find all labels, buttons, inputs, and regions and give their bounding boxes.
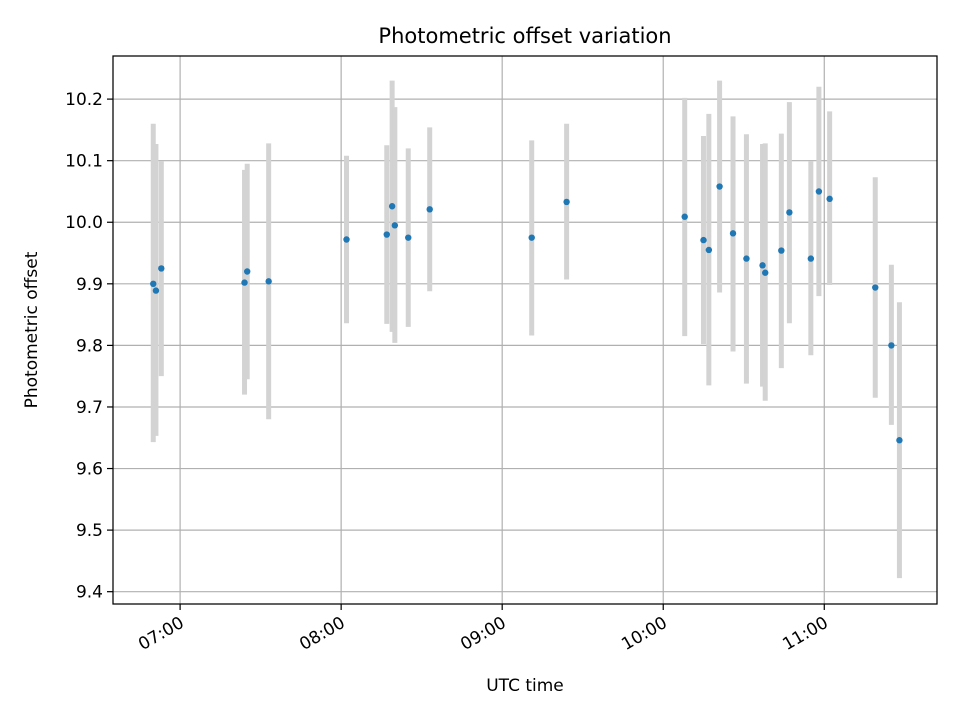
- data-point: [759, 262, 766, 269]
- data-point: [528, 234, 535, 241]
- data-point: [681, 213, 688, 220]
- data-point: [872, 284, 879, 291]
- y-tick-label: 9.6: [76, 460, 103, 480]
- data-point: [700, 236, 707, 244]
- data-point: [383, 231, 390, 238]
- data-point: [826, 195, 833, 203]
- data-point: [815, 188, 823, 195]
- data-point: [563, 198, 570, 206]
- y-axis-title: Photometric offset: [22, 251, 42, 408]
- y-tick-label: 9.5: [76, 521, 103, 541]
- grid: [113, 56, 937, 604]
- y-tick-label: 9.8: [76, 336, 103, 356]
- data-point: [343, 236, 350, 243]
- data-point: [152, 287, 160, 294]
- data-point: [244, 268, 251, 275]
- data-point: [405, 234, 412, 241]
- data-point: [241, 279, 248, 286]
- data-point: [778, 247, 785, 254]
- data-point: [158, 265, 165, 272]
- data-point: [391, 222, 399, 229]
- data-point: [426, 206, 433, 213]
- data-point: [807, 255, 815, 262]
- data-point: [716, 183, 723, 190]
- x-axis-title: UTC time: [486, 676, 564, 696]
- y-tick-label: 9.9: [76, 275, 103, 295]
- data-point: [729, 230, 737, 237]
- data-points: [150, 183, 903, 444]
- data-point: [388, 203, 396, 210]
- chart-title: Photometric offset variation: [378, 24, 671, 48]
- plot-frame: [112, 55, 938, 605]
- data-point: [705, 246, 713, 254]
- y-tick-label: 10.2: [65, 90, 103, 110]
- y-tick-label: 9.4: [76, 583, 103, 603]
- data-point: [265, 278, 272, 285]
- data-point: [150, 280, 157, 288]
- y-tick-label: 9.7: [76, 398, 103, 418]
- data-point: [786, 209, 793, 216]
- y-tick-label: 10.1: [65, 152, 103, 172]
- data-point: [743, 255, 750, 262]
- y-tick-label: 10.0: [65, 213, 103, 233]
- data-point: [888, 342, 895, 349]
- data-point: [762, 269, 769, 276]
- data-point: [896, 437, 903, 444]
